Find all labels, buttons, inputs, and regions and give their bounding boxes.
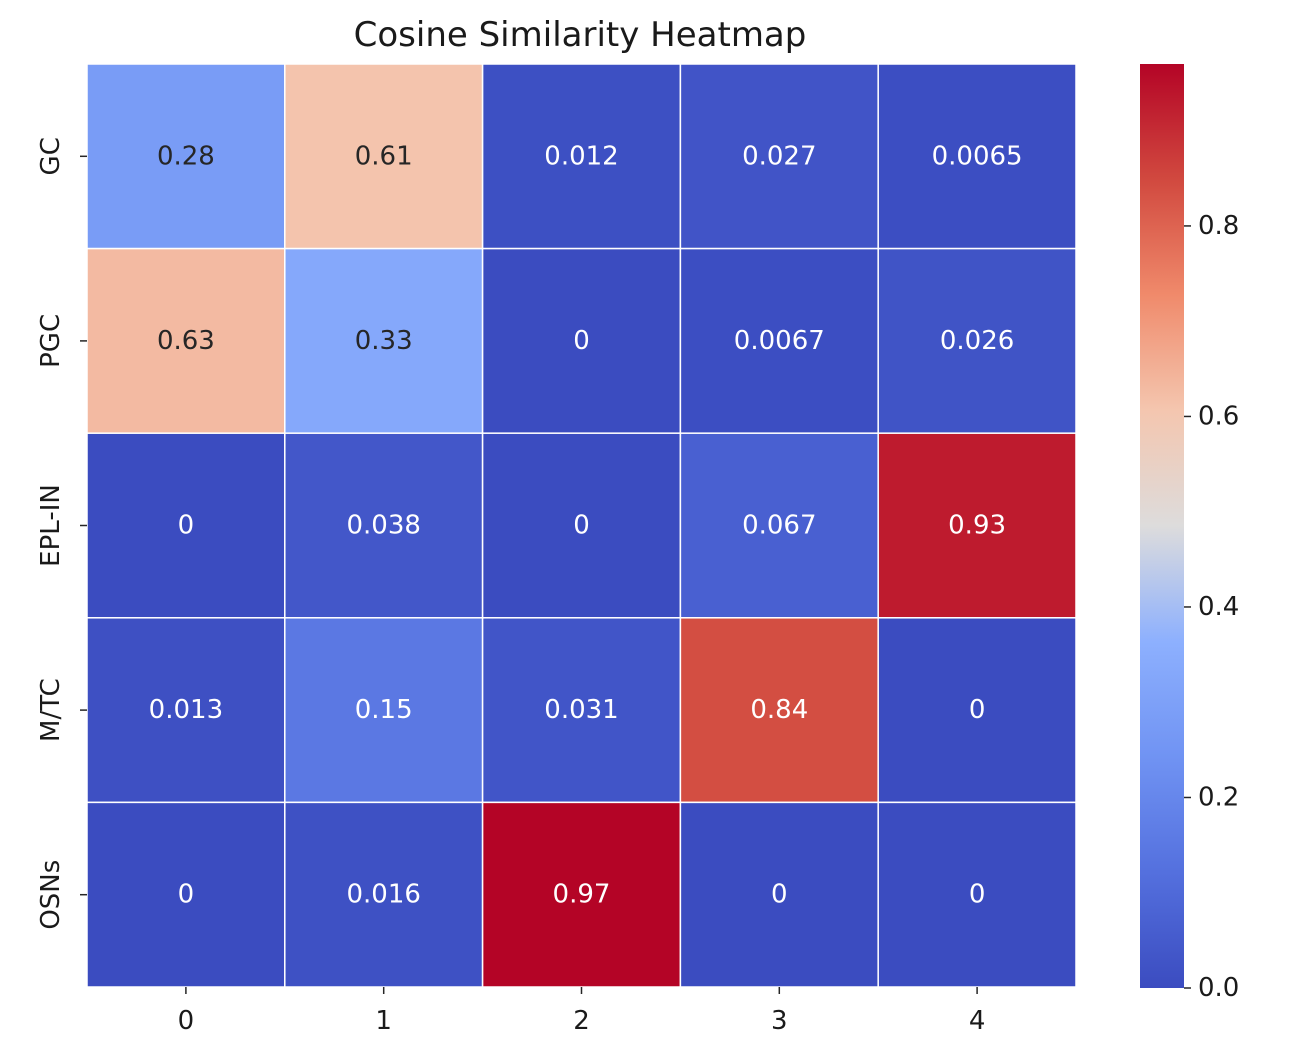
- heatmap-cell: [284, 617, 484, 804]
- colorbar-tick-label: 0.4: [1198, 592, 1239, 622]
- heatmap-cell: [877, 432, 1077, 619]
- heatmap-cell: [679, 63, 879, 250]
- heatmap-grid: 0.28 0.61 0.012 0.027 0.0065 0.63 0.33 0 0.0067 0…: [86, 63, 1077, 988]
- heatmap-cell: [481, 63, 682, 250]
- cell-value-label: 0: [178, 880, 195, 910]
- y-tick-label: PGC: [36, 314, 66, 368]
- y-axis: GC PGC EPL-IN M/TC OSNs: [36, 137, 87, 930]
- colorbar-tick-label: 0.0: [1198, 973, 1239, 1003]
- heatmap-cell: [284, 801, 484, 988]
- cell-value-label: 0.97: [553, 880, 611, 910]
- heatmap-cell: [877, 247, 1077, 434]
- cell-value-label: 0.016: [346, 880, 420, 910]
- y-tick-label: GC: [36, 137, 66, 175]
- cell-value-label: 0.026: [940, 326, 1014, 356]
- cell-value-label: 0.0065: [932, 141, 1023, 171]
- cell-value-label: 0.84: [750, 695, 808, 725]
- heatmap-cell: [679, 617, 879, 804]
- x-axis: 0 1 2 3 4: [178, 987, 986, 1036]
- cell-value-label: 0: [771, 880, 788, 910]
- heatmap-cell: [284, 63, 484, 250]
- cell-value-label: 0: [178, 511, 195, 541]
- cell-value-label: 0.031: [544, 695, 618, 725]
- cell-value-label: 0: [969, 880, 986, 910]
- y-tick-label: M/TC: [36, 678, 66, 742]
- colorbar: [1140, 64, 1184, 988]
- heatmap-cell: [86, 63, 286, 250]
- cell-value-label: 0.013: [149, 695, 223, 725]
- x-tick-label: 0: [178, 1006, 195, 1036]
- heatmap-cell: [877, 801, 1077, 988]
- cell-value-label: 0: [573, 511, 590, 541]
- cell-value-label: 0.0067: [734, 326, 825, 356]
- x-tick-label: 3: [771, 1006, 788, 1036]
- heatmap-cell: [481, 247, 682, 434]
- colorbar-tick-label: 0.2: [1198, 782, 1239, 812]
- cell-value-label: 0.33: [355, 326, 413, 356]
- heatmap-cell: [481, 432, 682, 619]
- cell-value-label: 0.027: [742, 141, 816, 171]
- heatmap-cell: [86, 801, 286, 988]
- cell-value-label: 0.15: [355, 695, 413, 725]
- heatmap-cell: [481, 617, 682, 804]
- cell-value-label: 0.012: [544, 141, 618, 171]
- colorbar-tick-label: 0.8: [1198, 211, 1239, 241]
- cell-value-label: 0.038: [346, 511, 420, 541]
- heatmap-cell: [481, 801, 682, 988]
- heatmap-cell: [877, 63, 1077, 250]
- colorbar-tick-label: 0.6: [1198, 401, 1239, 431]
- x-tick-label: 4: [969, 1006, 986, 1036]
- heatmap-cell: [284, 432, 484, 619]
- cell-value-label: 0: [969, 695, 986, 725]
- heatmap-cell: [679, 432, 879, 619]
- cell-value-label: 0: [573, 326, 590, 356]
- cell-value-label: 0.93: [948, 511, 1006, 541]
- x-tick-label: 2: [573, 1006, 590, 1036]
- y-tick-label: OSNs: [36, 860, 66, 930]
- x-tick-label: 1: [375, 1006, 392, 1036]
- cell-value-label: 0.28: [157, 141, 215, 171]
- y-tick-label: EPL-IN: [36, 484, 66, 567]
- chart-title: Cosine Similarity Heatmap: [354, 15, 807, 55]
- cell-value-label: 0.067: [742, 511, 816, 541]
- cell-value-label: 0.63: [157, 326, 215, 356]
- colorbar-axis: 0.0 0.2 0.4 0.6 0.8: [1184, 211, 1239, 1003]
- heatmap-cell: [877, 617, 1077, 804]
- cell-value-label: 0.61: [355, 141, 413, 171]
- heatmap-cell: [86, 247, 286, 434]
